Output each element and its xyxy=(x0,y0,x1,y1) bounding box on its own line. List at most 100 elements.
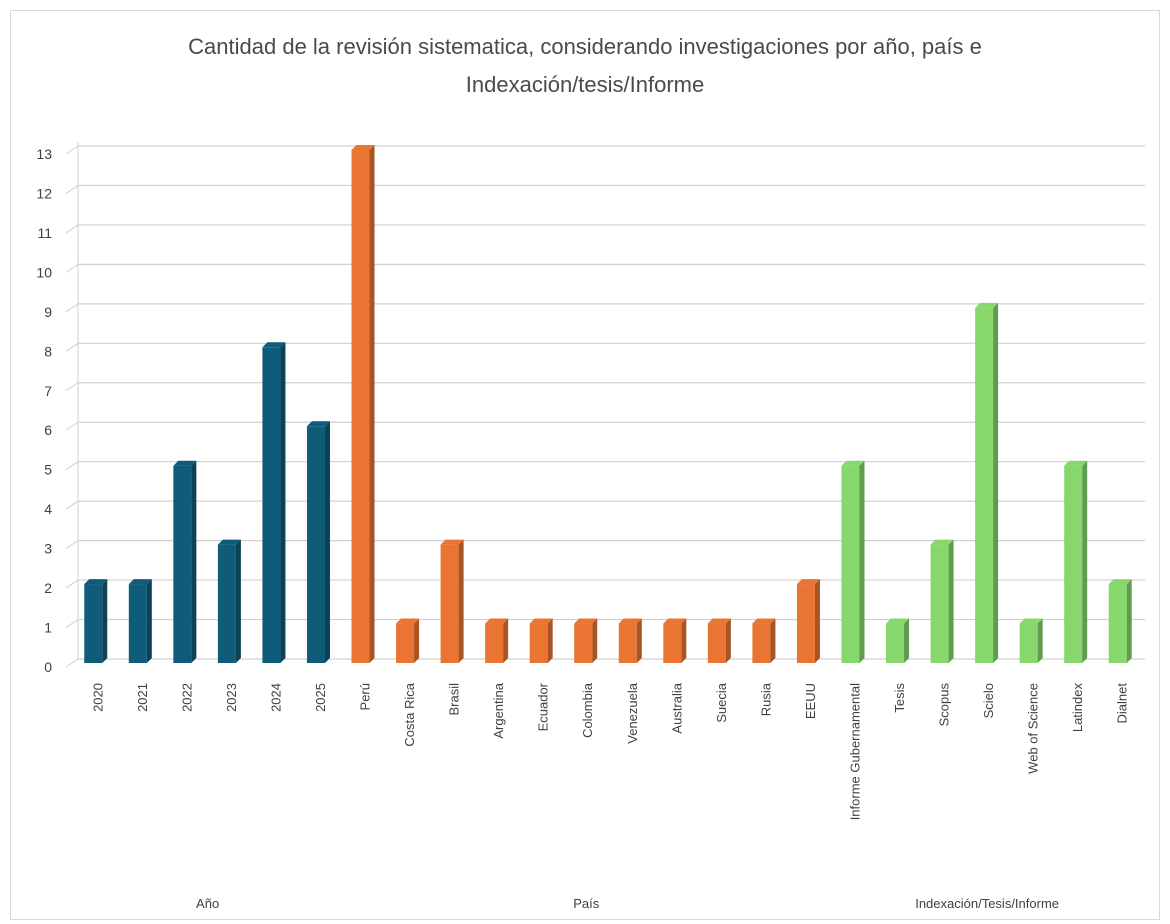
bar xyxy=(975,307,994,663)
bar-top xyxy=(1108,579,1132,585)
bar-top xyxy=(752,618,776,624)
gridline-depth xyxy=(65,145,79,155)
bar-top xyxy=(886,618,910,624)
bar xyxy=(1019,623,1038,663)
bar-top xyxy=(618,618,642,624)
bar-side xyxy=(859,460,865,663)
bar xyxy=(217,544,236,663)
x-category-label: Suecia xyxy=(714,682,729,723)
bar-top xyxy=(351,145,375,150)
bar xyxy=(306,426,325,663)
bar xyxy=(262,347,281,663)
bar-side xyxy=(146,579,152,663)
bar-side xyxy=(191,460,197,663)
y-tick-label: 2 xyxy=(44,580,52,596)
bar-side xyxy=(458,539,464,663)
bar-side xyxy=(1037,618,1043,663)
x-category-label: Latindex xyxy=(1070,683,1085,733)
gridline-depth xyxy=(65,658,79,668)
bar-top xyxy=(173,460,197,466)
x-category-label: Argentina xyxy=(491,682,506,738)
bar-side xyxy=(324,421,330,663)
y-tick-label: 10 xyxy=(36,264,52,280)
bar-top xyxy=(707,618,731,624)
gridline-depth xyxy=(65,382,79,392)
bar xyxy=(618,623,637,663)
bar xyxy=(173,465,192,663)
bar-top xyxy=(128,579,152,585)
x-category-label: Tesis xyxy=(892,683,907,713)
bar xyxy=(440,544,459,663)
gridline-depth xyxy=(65,185,79,194)
bar-top xyxy=(440,539,464,545)
x-group-label: País xyxy=(573,896,600,911)
y-tick-label: 3 xyxy=(44,541,52,557)
bar-top xyxy=(574,618,598,624)
bar-side xyxy=(235,539,241,663)
x-category-label: Rusia xyxy=(758,682,773,716)
y-tick-label: 5 xyxy=(44,462,52,478)
bar-side xyxy=(1126,579,1132,663)
bar-top xyxy=(841,460,865,466)
bar xyxy=(663,623,682,663)
bar-top xyxy=(306,421,330,427)
chart-title: Cantidad de la revisión sistematica, con… xyxy=(0,28,1170,104)
x-group-label: Indexación/Tesis/Informe xyxy=(915,896,1059,911)
bar-side xyxy=(503,618,509,663)
bar xyxy=(1108,584,1127,663)
bar-side xyxy=(414,618,420,663)
x-category-label: 2025 xyxy=(313,683,328,712)
bar xyxy=(529,623,548,663)
x-category-label: Informe Gubernamental xyxy=(847,683,862,820)
x-category-label: 2022 xyxy=(179,683,194,712)
bar-top xyxy=(796,579,820,585)
x-category-label: 2023 xyxy=(224,683,239,712)
bar-top xyxy=(396,618,420,624)
bar-top xyxy=(663,618,687,624)
bar-top xyxy=(1019,618,1043,624)
y-tick-label: 8 xyxy=(44,343,52,359)
bar-side xyxy=(814,579,820,663)
bar-top xyxy=(485,618,509,624)
bar-side xyxy=(636,618,642,663)
gridline-depth xyxy=(65,224,79,234)
bar-side xyxy=(592,618,598,663)
x-category-label: Perú xyxy=(358,683,373,710)
bar xyxy=(128,584,147,663)
y-tick-label: 4 xyxy=(44,501,52,517)
bar-side xyxy=(993,302,999,663)
chart-frame xyxy=(10,10,1160,920)
x-category-label: Ecuador xyxy=(536,682,551,731)
bar-side xyxy=(547,618,553,663)
bar xyxy=(752,623,771,663)
y-tick-label: 9 xyxy=(44,304,52,320)
bar xyxy=(707,623,726,663)
bar-top xyxy=(1064,460,1088,466)
bar-side xyxy=(904,618,910,663)
gridline-depth xyxy=(65,421,79,431)
gridline-depth xyxy=(65,342,79,352)
bar-side xyxy=(102,579,108,663)
bar-side xyxy=(770,618,776,663)
bar-side xyxy=(280,342,286,663)
x-category-label: Australia xyxy=(669,682,684,733)
bar-side xyxy=(725,618,731,663)
y-tick-label: 11 xyxy=(37,225,52,241)
chart-title-line-1: Cantidad de la revisión sistematica, con… xyxy=(188,34,982,59)
y-tick-label: 1 xyxy=(44,620,52,636)
x-category-label: Brasil xyxy=(447,683,462,716)
y-tick-label: 6 xyxy=(44,422,52,438)
bar-side xyxy=(369,145,375,663)
bar xyxy=(574,623,593,663)
chart-title-line-2: Indexación/tesis/Informe xyxy=(465,72,705,97)
gridline-depth xyxy=(65,540,79,550)
y-tick-label: 13 xyxy=(36,146,52,162)
gridline-depth xyxy=(65,303,79,313)
gridline-depth xyxy=(65,500,79,510)
x-group-label: Año xyxy=(196,896,219,911)
bar-top xyxy=(930,539,954,545)
bar xyxy=(841,465,860,663)
gridline-depth xyxy=(65,579,79,589)
x-category-label: Venezuela xyxy=(625,682,640,743)
